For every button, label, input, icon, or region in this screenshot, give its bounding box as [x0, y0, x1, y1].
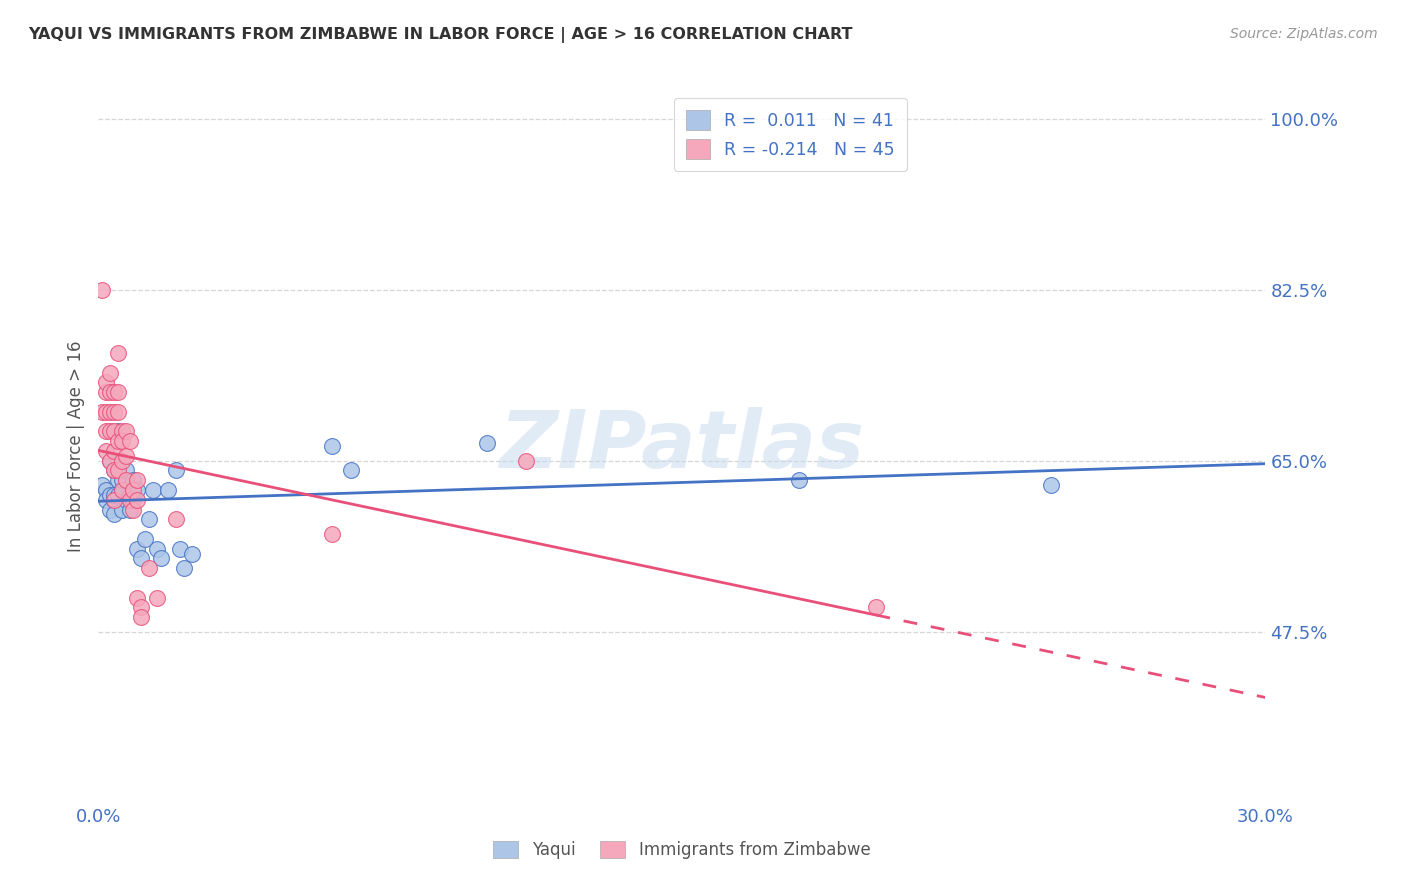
Point	[114, 473, 136, 487]
Point	[134, 532, 156, 546]
Point	[129, 551, 152, 566]
Point	[111, 502, 134, 516]
Point	[118, 488, 141, 502]
Point	[515, 453, 537, 467]
Point	[165, 512, 187, 526]
Point	[111, 453, 134, 467]
Point	[127, 473, 149, 487]
Point	[107, 453, 129, 467]
Point	[107, 488, 129, 502]
Point	[103, 508, 125, 522]
Point	[114, 449, 136, 463]
Point	[96, 376, 118, 390]
Point	[103, 463, 125, 477]
Point	[111, 483, 134, 497]
Point	[98, 502, 121, 516]
Point	[146, 591, 169, 605]
Point	[127, 492, 149, 507]
Point	[165, 463, 187, 477]
Text: YAQUI VS IMMIGRANTS FROM ZIMBABWE IN LABOR FORCE | AGE > 16 CORRELATION CHART: YAQUI VS IMMIGRANTS FROM ZIMBABWE IN LAB…	[28, 27, 852, 43]
Point	[173, 561, 195, 575]
Point	[96, 405, 118, 419]
Point	[107, 473, 129, 487]
Point	[138, 512, 160, 526]
Point	[180, 547, 202, 561]
Point	[98, 405, 121, 419]
Point	[98, 366, 121, 380]
Point	[169, 541, 191, 556]
Point	[129, 600, 152, 615]
Point	[103, 443, 125, 458]
Y-axis label: In Labor Force | Age > 16: In Labor Force | Age > 16	[67, 340, 86, 552]
Point	[96, 425, 118, 439]
Point	[146, 541, 169, 556]
Point	[107, 405, 129, 419]
Point	[111, 473, 134, 487]
Point	[321, 439, 343, 453]
Point	[103, 492, 125, 507]
Point	[98, 453, 121, 467]
Point	[340, 463, 363, 477]
Point	[114, 463, 136, 477]
Point	[127, 591, 149, 605]
Point	[477, 436, 499, 450]
Point	[103, 463, 125, 477]
Point	[122, 483, 145, 497]
Point	[127, 483, 149, 497]
Point	[103, 385, 125, 400]
Point	[96, 492, 118, 507]
Point	[98, 385, 121, 400]
Point	[96, 443, 118, 458]
Point	[122, 502, 145, 516]
Point	[118, 492, 141, 507]
Point	[157, 483, 180, 497]
Text: ZIPatlas: ZIPatlas	[499, 407, 865, 485]
Point	[142, 483, 165, 497]
Point	[103, 488, 125, 502]
Point	[107, 463, 129, 477]
Point	[149, 551, 172, 566]
Point	[111, 425, 134, 439]
Point	[98, 425, 121, 439]
Point	[103, 405, 125, 419]
Point	[91, 478, 114, 492]
Point	[127, 541, 149, 556]
Point	[787, 473, 810, 487]
Point	[111, 483, 134, 497]
Point	[118, 434, 141, 449]
Point	[138, 561, 160, 575]
Point	[114, 492, 136, 507]
Point	[129, 610, 152, 624]
Point	[107, 346, 129, 360]
Point	[114, 425, 136, 439]
Point	[111, 434, 134, 449]
Point	[122, 492, 145, 507]
Point	[103, 492, 125, 507]
Point	[1040, 478, 1063, 492]
Point	[96, 385, 118, 400]
Point	[91, 283, 114, 297]
Point	[103, 425, 125, 439]
Point	[321, 527, 343, 541]
Point	[98, 488, 121, 502]
Point	[98, 453, 121, 467]
Point	[118, 502, 141, 516]
Point	[91, 405, 114, 419]
Point	[107, 425, 129, 439]
Point	[107, 434, 129, 449]
Point	[96, 483, 118, 497]
Text: Source: ZipAtlas.com: Source: ZipAtlas.com	[1230, 27, 1378, 41]
Point	[865, 600, 887, 615]
Point	[122, 473, 145, 487]
Point	[107, 385, 129, 400]
Legend: Yaqui, Immigrants from Zimbabwe: Yaqui, Immigrants from Zimbabwe	[486, 834, 877, 866]
